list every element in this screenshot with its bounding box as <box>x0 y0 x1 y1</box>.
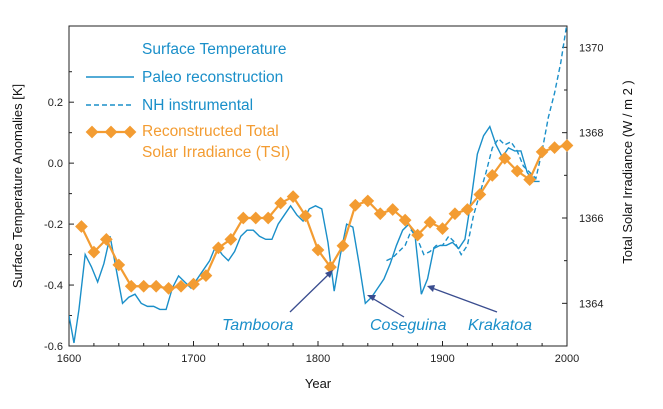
tsi-data-point <box>386 203 400 216</box>
tsi-data-point <box>498 151 512 165</box>
y-right-tick-label: 1368 <box>579 128 603 140</box>
tsi-data-point <box>423 215 437 229</box>
y-left-tick-label: -0.2 <box>44 219 63 231</box>
tsi-data-point <box>299 209 312 223</box>
x-axis-title: Year <box>305 376 332 391</box>
tsi-data-point <box>398 213 412 227</box>
tsi-data-point <box>485 168 499 182</box>
tsi-data-point <box>187 277 200 291</box>
y-right-tick-label: 1370 <box>579 42 603 54</box>
tsi-data-point <box>411 228 424 242</box>
annotation-arrow-tamboora <box>289 273 330 313</box>
tsi-data-point <box>286 190 300 204</box>
annotation-label-coseguina: Coseguina <box>370 317 447 334</box>
x-tick-label: 1900 <box>430 353 454 365</box>
series-line-paleo <box>69 125 540 344</box>
tsi-data-point <box>548 141 561 154</box>
y-right-tick-label: 1366 <box>579 213 603 225</box>
legend-group-title: Surface Temperature <box>142 41 286 58</box>
y-left-axis-ticks: 0.2 0.0 -0.2 -0.4 -0.6 <box>44 71 74 353</box>
tsi-data-point <box>162 282 175 295</box>
tsi-data-point <box>149 279 163 293</box>
annotation-label-krakatoa: Krakatoa <box>468 317 532 334</box>
annotation-arrow-coseguina <box>371 297 405 318</box>
tsi-data-point <box>361 194 375 208</box>
tsi-data-point <box>87 245 101 259</box>
y-right-tick-label: 1364 <box>579 298 603 310</box>
tsi-data-point <box>324 260 337 274</box>
tsi-data-point <box>473 188 487 201</box>
tsi-data-point <box>448 207 462 221</box>
tsi-data-point <box>560 139 574 152</box>
tsi-data-point <box>249 211 263 225</box>
legend-swatch-tsi-marker-3 <box>123 125 137 139</box>
tsi-data-point <box>174 279 188 293</box>
tsi-data-point <box>75 220 88 233</box>
legend: Surface Temperature Paleo reconstruction… <box>85 41 290 161</box>
y-right-axis-title: Total Solar Irradiance (W / m 2 ) <box>620 80 635 264</box>
annotations: Tamboora Coseguina Krakatoa <box>222 270 532 334</box>
tsi-data-point <box>461 203 474 216</box>
y-left-tick-label: 0.2 <box>48 97 63 109</box>
x-tick-label: 1600 <box>57 353 81 365</box>
tsi-data-point <box>274 196 288 210</box>
tsi-data-point <box>311 243 325 257</box>
y-left-axis-title: Surface Temperature Anomalies [K] <box>10 84 25 288</box>
x-tick-label: 1700 <box>181 353 205 365</box>
annotation-arrowhead-tamboora <box>325 270 333 278</box>
legend-label-tsi-line1: Reconstructed Total <box>142 123 279 140</box>
y-left-tick-label: -0.4 <box>44 280 63 292</box>
legend-label-tsi-line2: Solar Irradiance (TSI) <box>142 144 290 161</box>
legend-label-paleo: Paleo reconstruction <box>142 69 283 86</box>
tsi-data-point <box>137 279 151 293</box>
y-right-axis-ticks: 1370 1368 1366 1364 <box>562 42 603 310</box>
tsi-data-point <box>535 145 549 159</box>
annotation-arrow-krakatoa <box>431 287 498 313</box>
tsi-data-point <box>236 211 250 225</box>
x-tick-label: 2000 <box>555 353 579 365</box>
tsi-data-point <box>348 198 362 212</box>
tsi-data-point <box>212 241 225 255</box>
tsi-data-point <box>99 232 113 246</box>
tsi-data-point <box>336 239 350 253</box>
tsi-data-point <box>261 211 275 225</box>
x-axis-ticks: 1600 1700 1800 1900 2000 <box>57 341 579 365</box>
annotation-label-tamboora: Tamboora <box>222 317 294 334</box>
x-tick-label: 1800 <box>306 353 330 365</box>
y-left-tick-label: -0.6 <box>44 341 63 353</box>
tsi-data-point <box>523 173 537 186</box>
series-line-tsi <box>80 144 567 290</box>
tsi-data-point <box>112 258 126 272</box>
y-left-tick-label: 0.0 <box>48 158 63 170</box>
tsi-data-point <box>373 207 387 221</box>
annotation-arrowhead-coseguina <box>367 295 376 301</box>
legend-swatch-tsi-marker-1 <box>85 125 99 139</box>
tsi-data-point <box>224 232 238 246</box>
tsi-data-point <box>199 269 213 282</box>
tsi-data-point <box>124 279 138 293</box>
tsi-data-point <box>436 222 449 236</box>
series-line-nh-instrumental <box>386 26 567 262</box>
legend-label-nh-instrumental: NH instrumental <box>142 97 253 114</box>
legend-swatch-tsi-marker-2 <box>104 125 118 139</box>
annotation-arrowhead-krakatoa <box>427 285 435 292</box>
